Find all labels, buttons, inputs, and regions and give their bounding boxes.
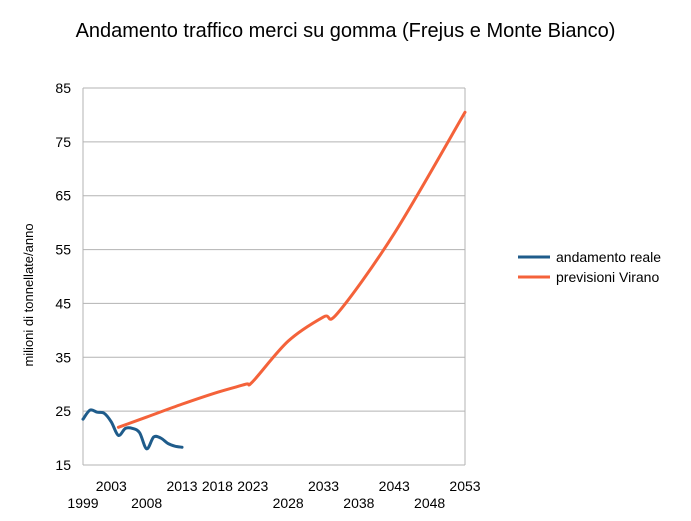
x-tick-label: 1999 bbox=[67, 495, 98, 511]
y-tick-labels: 15 25 35 45 55 65 75 85 bbox=[55, 80, 71, 473]
series-lines bbox=[81, 110, 467, 451]
y-tick-label: 75 bbox=[55, 134, 71, 150]
series-line-previsioni-virano bbox=[116, 110, 467, 429]
x-tick-label: 2048 bbox=[414, 495, 445, 511]
x-tick-label: 2008 bbox=[131, 495, 162, 511]
y-tick-label: 25 bbox=[55, 403, 71, 419]
x-tick-label: 2023 bbox=[237, 478, 268, 494]
axes bbox=[82, 88, 466, 466]
x-tick-label: 2038 bbox=[343, 495, 374, 511]
y-tick-label: 45 bbox=[55, 295, 71, 311]
y-tick-label: 35 bbox=[55, 349, 71, 365]
x-tick-labels: 2003 2013 2018 2023 2033 2043 2053 1999 2008 2028… bbox=[67, 478, 480, 511]
chart-title: Andamento traffico merci su gomma (Freju… bbox=[75, 20, 616, 42]
x-tick-label: 2043 bbox=[379, 478, 410, 494]
y-tick-label: 55 bbox=[55, 242, 71, 258]
legend-label: andamento reale bbox=[556, 249, 661, 265]
legend: andamento reale previsioni Virano bbox=[518, 249, 661, 285]
x-tick-label: 2003 bbox=[96, 478, 127, 494]
y-axis-label: milioni di tonnellate/anno bbox=[21, 223, 36, 366]
x-tick-label: 2028 bbox=[273, 495, 304, 511]
x-tick-label: 2018 bbox=[202, 478, 233, 494]
x-tick-label: 2013 bbox=[166, 478, 197, 494]
x-tick-label: 2053 bbox=[449, 478, 480, 494]
x-tick-label: 2033 bbox=[308, 478, 339, 494]
grid-lines bbox=[83, 87, 465, 466]
series-line-andamento-reale bbox=[81, 408, 184, 451]
y-tick-label: 65 bbox=[55, 188, 71, 204]
y-tick-label: 15 bbox=[55, 457, 71, 473]
y-tick-label: 85 bbox=[55, 80, 71, 96]
legend-label: previsioni Virano bbox=[556, 269, 659, 285]
